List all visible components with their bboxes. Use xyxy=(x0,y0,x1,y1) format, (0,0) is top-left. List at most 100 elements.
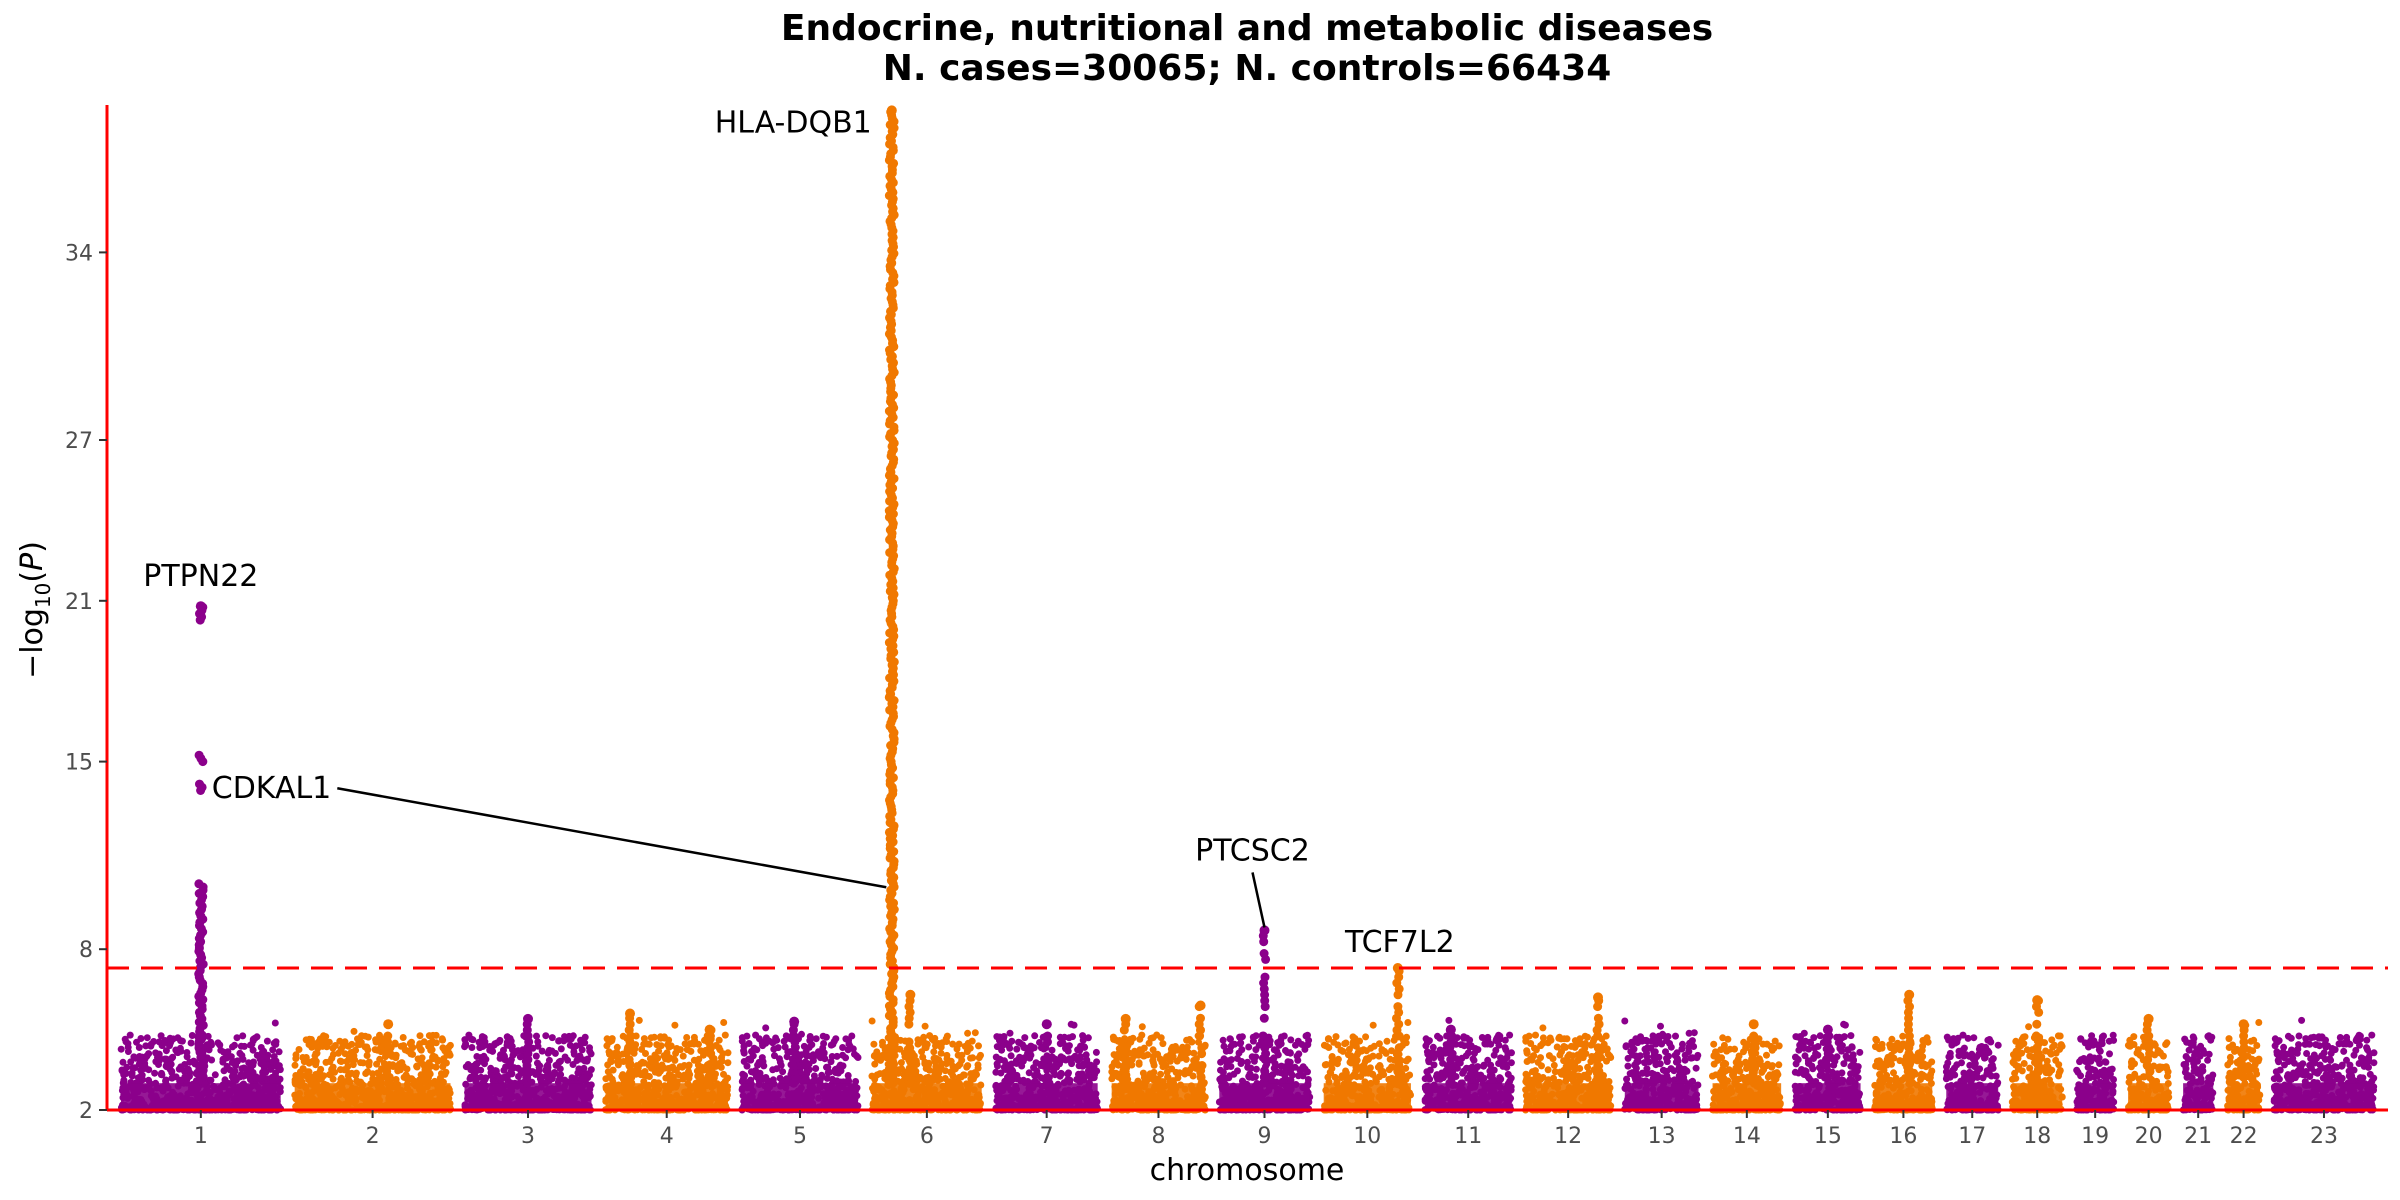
data-point xyxy=(743,1062,751,1070)
data-point xyxy=(291,1061,299,1069)
data-point xyxy=(505,1071,513,1079)
data-point xyxy=(257,1044,265,1051)
data-point xyxy=(464,1061,472,1068)
data-point xyxy=(694,1061,702,1069)
data-point xyxy=(1060,1033,1068,1041)
data-point xyxy=(1006,1029,1014,1037)
data-point xyxy=(1064,1047,1072,1055)
data-point xyxy=(1138,1023,1146,1031)
data-point xyxy=(584,1055,591,1063)
data-point xyxy=(755,1076,763,1083)
data-point xyxy=(1146,1070,1154,1078)
data-point xyxy=(650,1033,658,1041)
data-point xyxy=(1093,1058,1101,1066)
chromosome-base-band xyxy=(121,1083,281,1110)
data-point xyxy=(543,1063,551,1071)
data-point xyxy=(162,1047,170,1055)
data-point xyxy=(829,1040,837,1048)
data-point xyxy=(482,1055,490,1063)
data-point xyxy=(305,1059,313,1067)
data-point xyxy=(943,1055,951,1063)
data-point xyxy=(1064,1070,1072,1078)
data-point xyxy=(187,1039,195,1047)
data-point xyxy=(802,1058,810,1066)
data-point xyxy=(167,1038,175,1046)
data-point xyxy=(426,1070,434,1078)
chart-subtitle: N. cases=30065; N. controls=66434 xyxy=(883,48,1612,89)
data-point xyxy=(302,1036,310,1044)
data-point xyxy=(439,1057,447,1065)
data-point xyxy=(532,1070,539,1078)
data-point xyxy=(184,1066,192,1074)
data-point xyxy=(748,1048,755,1055)
data-point xyxy=(671,1021,679,1029)
data-point xyxy=(798,1030,805,1038)
data-point xyxy=(570,1050,578,1058)
data-point xyxy=(432,1039,440,1047)
data-point xyxy=(1049,1068,1057,1075)
data-point xyxy=(122,1070,130,1077)
data-point xyxy=(633,1062,641,1070)
data-point xyxy=(349,1061,357,1069)
data-point xyxy=(712,1062,720,1070)
data-point xyxy=(957,1073,965,1081)
data-point xyxy=(258,1074,266,1082)
data-point xyxy=(492,1067,500,1075)
data-point xyxy=(657,1033,664,1041)
data-point xyxy=(928,1035,936,1043)
data-point xyxy=(420,1076,428,1084)
data-point xyxy=(1019,1041,1026,1049)
data-point xyxy=(721,1031,729,1039)
data-point xyxy=(269,1046,277,1054)
data-point xyxy=(1153,1031,1161,1039)
chromosome-base-band xyxy=(294,1083,451,1110)
data-point xyxy=(364,1033,372,1041)
data-point xyxy=(391,1039,399,1047)
data-point xyxy=(613,1043,621,1051)
data-point xyxy=(326,1058,334,1065)
data-point xyxy=(292,1077,300,1085)
data-point xyxy=(361,1043,369,1051)
data-point xyxy=(400,1073,408,1081)
data-point xyxy=(233,1034,241,1042)
data-point xyxy=(1159,1040,1167,1048)
data-point xyxy=(542,1073,550,1081)
data-point xyxy=(269,1073,277,1081)
data-point xyxy=(331,1042,339,1049)
data-point xyxy=(214,1039,222,1047)
data-point xyxy=(271,1019,279,1027)
data-point xyxy=(1149,1052,1157,1060)
data-point xyxy=(239,1055,247,1063)
data-point xyxy=(1069,1033,1076,1041)
data-point xyxy=(741,1072,749,1079)
data-point xyxy=(1110,1051,1118,1059)
data-point xyxy=(839,1044,847,1051)
data-point xyxy=(765,1037,773,1045)
data-point xyxy=(1170,1047,1178,1055)
data-point xyxy=(514,1047,522,1055)
data-point xyxy=(821,1055,829,1063)
data-point xyxy=(394,1067,402,1075)
data-point xyxy=(956,1060,964,1068)
data-point xyxy=(690,1033,698,1041)
data-point xyxy=(683,1034,691,1041)
data-point xyxy=(871,1060,879,1068)
data-point xyxy=(1217,1058,1225,1066)
data-point xyxy=(532,1052,540,1060)
data-point xyxy=(700,1051,707,1059)
data-point xyxy=(580,1064,588,1072)
data-point xyxy=(1236,1033,1244,1041)
data-point xyxy=(759,1038,767,1046)
data-point xyxy=(128,1072,136,1080)
data-point xyxy=(270,1039,278,1047)
data-point xyxy=(802,1048,810,1056)
data-point xyxy=(603,1035,611,1043)
data-point xyxy=(489,1047,497,1055)
data-point xyxy=(604,1068,612,1076)
data-point xyxy=(1037,1044,1045,1052)
data-point xyxy=(249,1046,257,1054)
data-point xyxy=(964,1029,972,1037)
data-point xyxy=(879,1038,886,1046)
data-point xyxy=(968,1037,976,1045)
